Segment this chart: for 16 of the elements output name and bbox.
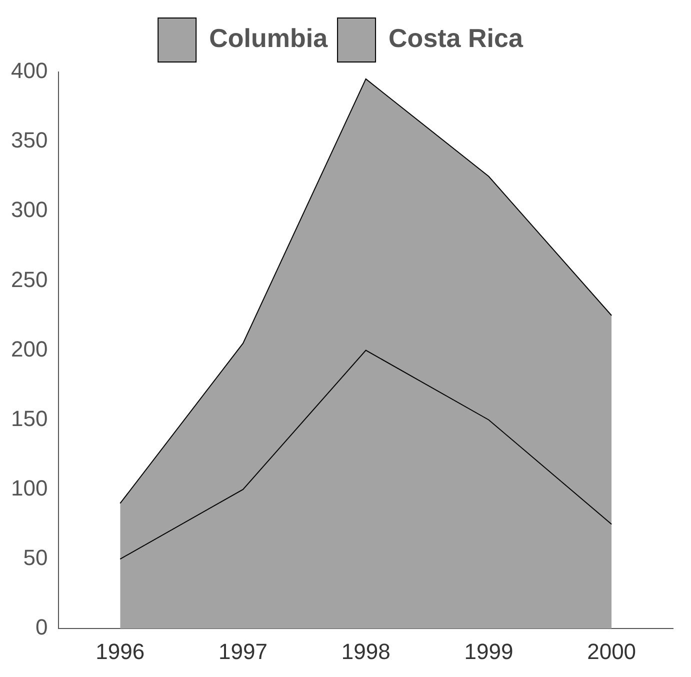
x-tick-label: 1996 bbox=[96, 638, 145, 664]
legend-label: Columbia bbox=[209, 23, 328, 54]
legend-label: Costa Rica bbox=[388, 23, 524, 54]
x-tick-label: 1998 bbox=[341, 638, 390, 664]
y-tick-label: 150 bbox=[10, 406, 48, 431]
x-tick-label: 1999 bbox=[464, 638, 514, 664]
y-tick-label: 100 bbox=[10, 476, 48, 501]
y-tick-label: 250 bbox=[10, 266, 48, 292]
y-tick-label: 400 bbox=[10, 58, 48, 84]
y-tick-label: 200 bbox=[10, 336, 48, 362]
x-tick-label: 1997 bbox=[218, 638, 268, 664]
y-tick-label: 350 bbox=[10, 128, 48, 153]
y-tick-label: 0 bbox=[35, 614, 48, 640]
y-tick-label: 50 bbox=[23, 545, 48, 570]
y-tick-label: 300 bbox=[10, 197, 48, 222]
x-tick-label: 2000 bbox=[587, 638, 636, 664]
